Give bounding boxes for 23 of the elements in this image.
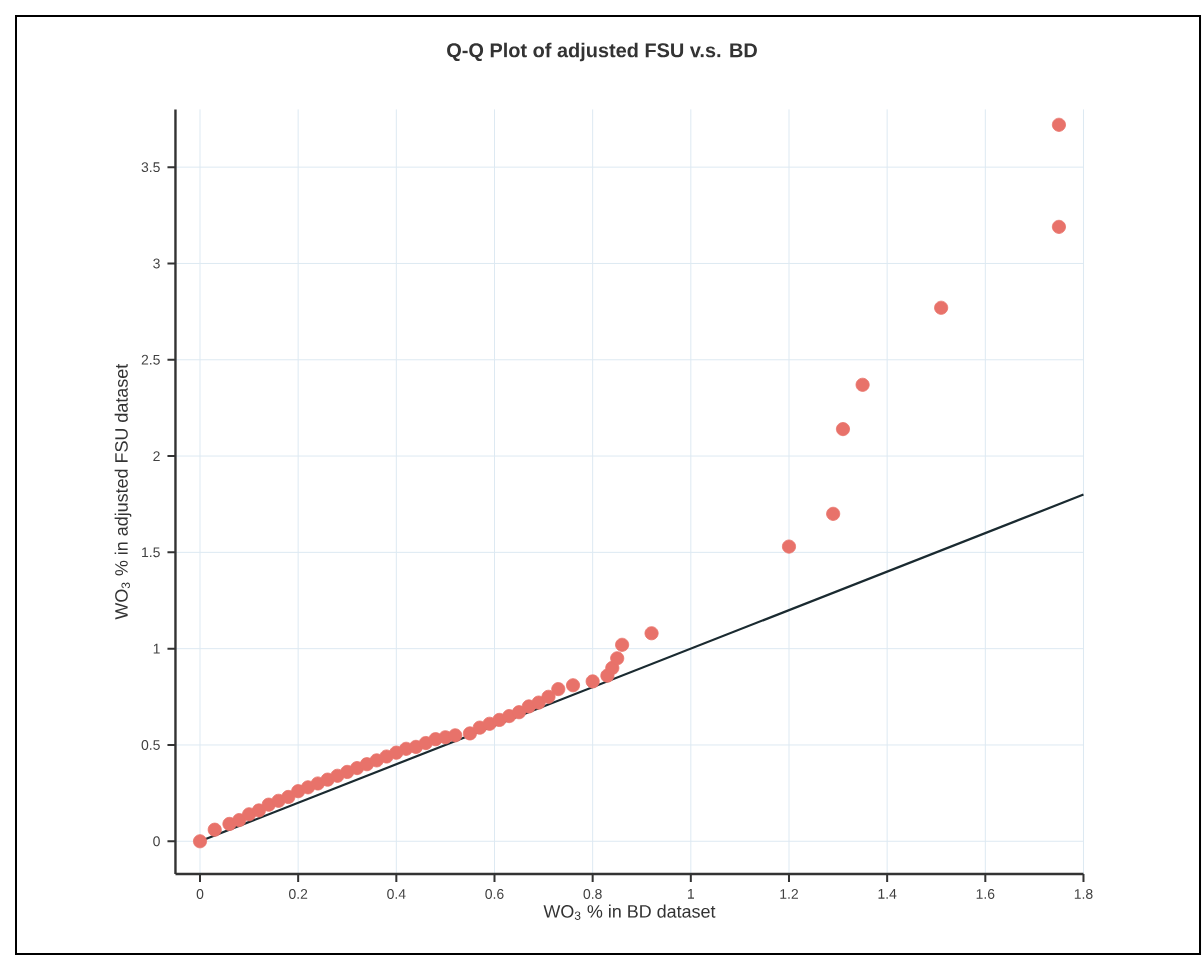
chart-title: Q-Q Plot of adjusted FSU v.s. BD — [447, 42, 757, 62]
point — [855, 377, 870, 392]
point — [585, 674, 600, 689]
point — [1051, 117, 1066, 132]
point — [193, 834, 207, 849]
point — [566, 678, 581, 693]
point — [541, 689, 556, 704]
point — [531, 695, 546, 710]
point — [1051, 219, 1066, 234]
point — [615, 637, 630, 652]
point — [835, 422, 850, 437]
point — [610, 651, 625, 666]
point — [644, 626, 659, 641]
point — [551, 682, 566, 697]
y-axis-title: WO$_{3}$ % in adjusted FSU dataset — [114, 363, 132, 620]
x-axis-title: WO$_{3}$ % in BD dataset — [543, 904, 716, 920]
point — [207, 822, 222, 837]
point — [281, 789, 296, 804]
point — [232, 813, 247, 828]
point — [934, 300, 949, 315]
point — [448, 728, 463, 743]
point — [781, 539, 796, 554]
point — [826, 506, 841, 521]
